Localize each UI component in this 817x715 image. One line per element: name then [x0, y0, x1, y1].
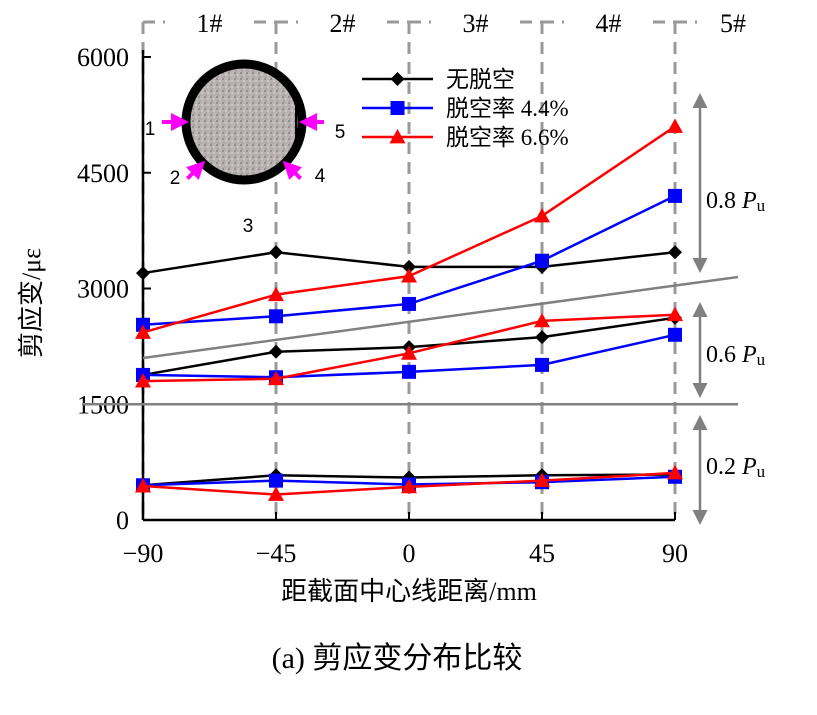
x-tick-label-4: 90 [662, 539, 688, 568]
y-tick-label-3000: 3000 [77, 275, 129, 304]
legend-marker-2 [390, 101, 405, 115]
inset-point-label-5: 5 [335, 122, 346, 143]
load-band-symbol-2: P [741, 454, 757, 480]
series-3-point-0.6-2 [401, 345, 417, 360]
x-axis-title: 距截面中心线距离/mm [281, 577, 537, 606]
series-3-point-0.2-1 [268, 486, 284, 501]
y-tick-label-0: 0 [116, 506, 129, 535]
x-tick-label-2: 0 [403, 539, 416, 568]
series-3-point-0.2-3 [534, 472, 550, 488]
inset-point-3 [240, 176, 248, 184]
inset-point-label-2: 2 [170, 168, 181, 189]
series-2-point-0.8-2 [402, 296, 416, 311]
position-label-1: 1# [197, 9, 223, 38]
position-label-4: 4# [596, 9, 622, 38]
inset-point-labels: 1 2 3 4 5 [145, 119, 346, 237]
legend-label-1: 无脱空 [446, 67, 515, 92]
load-band-label-2: 0.2 Pu [706, 454, 766, 481]
series-3-point-0.6-1 [268, 370, 284, 386]
load-band-sub-1: u [757, 350, 766, 369]
inset-point-label-1: 1 [145, 119, 156, 140]
position-labels: 1# 2# 3# 4# 5# [197, 9, 747, 38]
series-1-point-0.6-3 [535, 330, 549, 345]
x-tick-label-1: −45 [256, 539, 297, 568]
inset-arrow-4 [282, 160, 302, 180]
series-2-point-0.6-4 [668, 327, 682, 342]
series-1-point-0.8-1 [269, 245, 283, 260]
load-band-level-2: 0.2 [706, 454, 742, 480]
legend-label-3: 脱空率 6.6% [446, 125, 569, 150]
series-1-point-0.8-4 [668, 245, 682, 260]
y-axis-title: 剪应变/με [17, 248, 46, 358]
y-tick-label-4500: 4500 [77, 159, 129, 188]
position-label-2: 2# [330, 9, 356, 38]
load-band-sub-2: u [757, 462, 766, 481]
load-band-label-0: 0.8 Pu [706, 188, 766, 215]
series-3-point-0.8-3 [534, 207, 550, 223]
series-3-point-0.8-0 [135, 324, 151, 339]
series-3-point-0.8-1 [268, 286, 284, 302]
load-band-label-1: 0.6 Pu [706, 342, 766, 369]
load-band-symbol-1: P [741, 342, 757, 368]
series-3 [135, 118, 683, 501]
series-1-point-0.8-0 [136, 266, 150, 281]
load-band-annotations: 0.8 Pu0.6 Pu0.2 Pu [692, 93, 766, 525]
x-axis-ticks: −90 −45 0 45 90 [123, 512, 688, 568]
inset-point-4 [281, 159, 289, 167]
series-2-point-0.8-3 [535, 253, 549, 268]
series-2-point-0.6-2 [402, 364, 416, 379]
y-tick-label-6000: 6000 [77, 43, 129, 72]
cross-section-inset [161, 59, 324, 185]
series-3-point-0.6-0 [135, 373, 151, 388]
position-label-3: 3# [463, 9, 489, 38]
series-2-point-0.6-3 [535, 357, 549, 372]
series-3-point-0.6-3 [534, 312, 550, 328]
series-2-point-0.8-4 [668, 188, 682, 203]
x-tick-label-0: −90 [123, 539, 164, 568]
series-3-point-0.6-4 [667, 306, 683, 322]
load-band-level-1: 0.6 [706, 342, 742, 368]
series-3-point-0.8-4 [667, 118, 683, 133]
series-3-point-0.2-0 [135, 478, 151, 493]
divider-0.8-0.6 [142, 275, 739, 360]
legend-label-2: 脱空率 4.4% [446, 96, 569, 121]
series-2-point-0.2-1 [269, 473, 283, 488]
figure-caption: (a) 剪应变分布比较 [272, 642, 523, 675]
load-band-symbol-0: P [741, 188, 757, 214]
series-group [135, 118, 683, 501]
load-band-level-0: 0.8 [706, 188, 742, 214]
inset-point-1 [182, 118, 190, 126]
inset-point-5 [298, 118, 306, 126]
x-tick-label-3: 45 [529, 539, 555, 568]
legend-marker-1 [390, 72, 405, 86]
position-label-5: 5# [720, 9, 746, 38]
series-2-point-0.8-1 [269, 309, 283, 324]
series-3-point-0.2-4 [667, 464, 683, 480]
load-level-dividers [82, 275, 739, 406]
inset-point-label-4: 4 [315, 166, 326, 187]
inset-point-label-3: 3 [243, 216, 254, 237]
series-3-point-0.8-2 [401, 268, 417, 283]
inset-point-2 [199, 159, 207, 167]
series-3-point-0.2-2 [401, 478, 417, 494]
legend-marker-3 [389, 129, 406, 144]
series-1-point-0.6-1 [269, 344, 283, 359]
inset-arrow-2 [186, 160, 206, 180]
load-band-sub-0: u [757, 196, 766, 215]
series-1-point-0.8-2 [402, 259, 416, 274]
concrete-core [188, 66, 300, 178]
